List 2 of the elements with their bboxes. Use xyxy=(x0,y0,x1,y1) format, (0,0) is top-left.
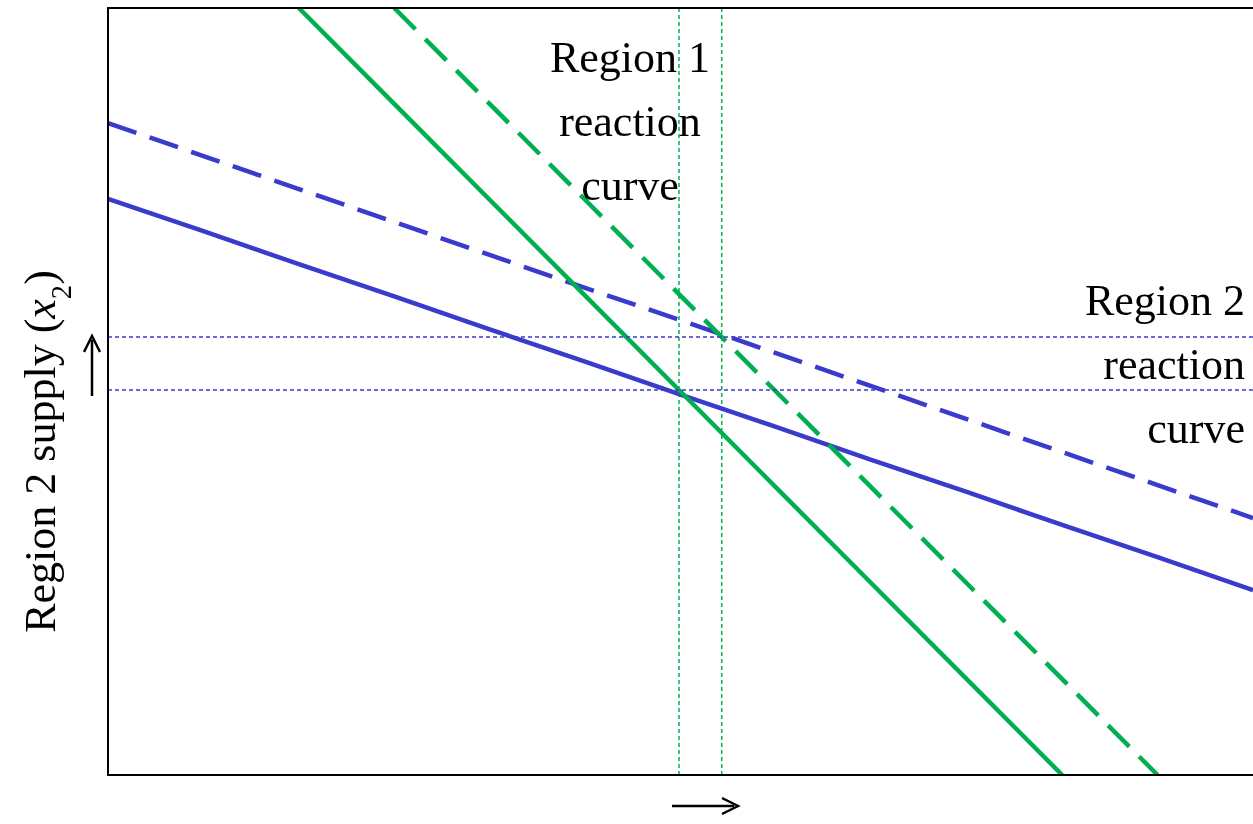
annotation: Region 2 reaction curve xyxy=(1084,276,1245,453)
annotation: Region 1 reaction curve xyxy=(549,33,711,210)
